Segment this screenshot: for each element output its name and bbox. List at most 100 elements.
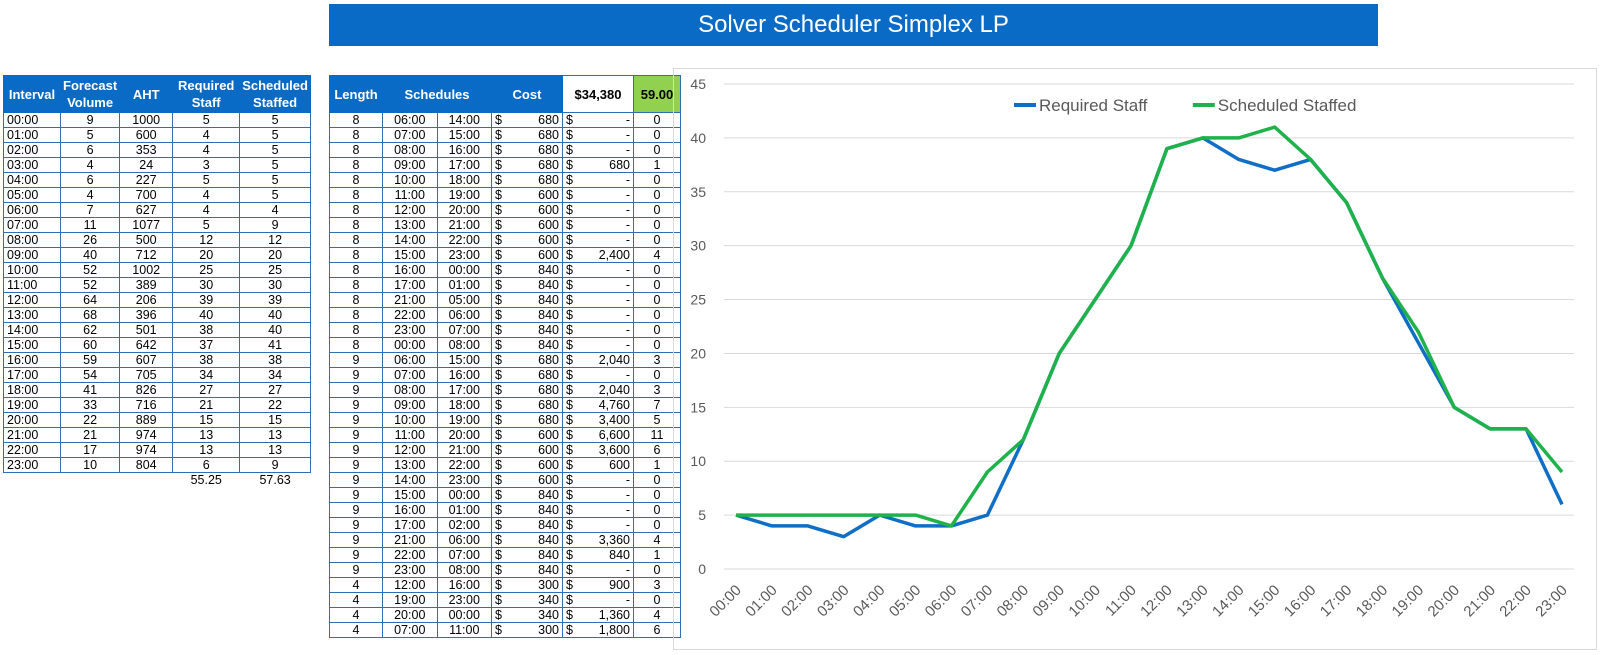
cost-cell: 600 <box>512 472 563 488</box>
x-tick-label: 04:00 <box>850 582 889 621</box>
staff-count-cell: 0 <box>633 202 681 218</box>
scheduled-staffed-cell: 41 <box>239 337 311 353</box>
end-time-cell: 15:00 <box>436 127 492 143</box>
scheduled-staffed-cell: 27 <box>239 382 311 398</box>
end-time-cell: 18:00 <box>436 397 492 413</box>
table-row: 4 07:00 11:00 $300 $1,800 6 <box>329 622 681 638</box>
cost-dollar-sign: $ <box>490 487 513 503</box>
end-time-cell: 16:00 <box>436 142 492 158</box>
required-staff-cell: 38 <box>172 352 241 368</box>
table-row: 22:00 17 974 13 13 <box>3 442 311 458</box>
length-cell: 8 <box>329 112 383 128</box>
cost-cell: 600 <box>512 427 563 443</box>
header-scheduled-staffed: Scheduled Staffed <box>239 75 311 113</box>
interval-cell: 02:00 <box>3 142 61 158</box>
x-tick-label: 02:00 <box>778 582 817 621</box>
cost-dollar-sign: $ <box>490 202 513 218</box>
x-tick-label: 21:00 <box>1460 582 1499 621</box>
cost-cell: 840 <box>512 262 563 278</box>
length-cell: 8 <box>329 142 383 158</box>
cost-cell: 840 <box>512 292 563 308</box>
interval-cell: 08:00 <box>3 232 61 248</box>
start-time-cell: 23:00 <box>382 562 438 578</box>
cost-dollar-sign: $ <box>490 562 513 578</box>
aht-cell: 716 <box>119 397 174 413</box>
aht-cell: 501 <box>119 322 174 338</box>
required-staff-cell: 5 <box>172 172 241 188</box>
table-row: 02:00 6 353 4 5 <box>3 142 311 158</box>
interval-cell: 21:00 <box>3 427 61 443</box>
table-row: 07:00 11 1077 5 9 <box>3 217 311 233</box>
total-cost-cell: - <box>578 472 634 488</box>
table-row: 17:00 54 705 34 34 <box>3 367 311 383</box>
y-tick-label: 25 <box>690 292 706 308</box>
forecast-volume-cell: 10 <box>59 457 121 473</box>
end-time-cell: 08:00 <box>436 337 492 353</box>
cost-cell: 600 <box>512 247 563 263</box>
required-staff-cell: 40 <box>172 307 241 323</box>
table-row: 9 10:00 19:00 $680 $3,400 5 <box>329 412 681 428</box>
length-cell: 8 <box>329 187 383 203</box>
table-row: 9 09:00 18:00 $680 $4,760 7 <box>329 397 681 413</box>
total-dollar-sign: $ <box>561 232 579 248</box>
total-cost-cell: 3,600 <box>578 442 634 458</box>
cost-dollar-sign: $ <box>490 382 513 398</box>
aht-cell: 705 <box>119 367 174 383</box>
required-staff-cell: 30 <box>172 277 241 293</box>
length-cell: 9 <box>329 427 383 443</box>
staff-count-cell: 1 <box>633 547 681 563</box>
x-tick-label: 00:00 <box>706 582 745 621</box>
aht-cell: 1077 <box>119 217 174 233</box>
total-cost-cell: 6,600 <box>578 427 634 443</box>
length-cell: 9 <box>329 367 383 383</box>
cost-cell: 680 <box>512 412 563 428</box>
cost-dollar-sign: $ <box>490 577 513 593</box>
start-time-cell: 22:00 <box>382 547 438 563</box>
end-time-cell: 02:00 <box>436 517 492 533</box>
forecast-volume-cell: 68 <box>59 307 121 323</box>
cost-cell: 840 <box>512 517 563 533</box>
required-staff-cell: 15 <box>172 412 241 428</box>
start-time-cell: 08:00 <box>382 382 438 398</box>
total-dollar-sign: $ <box>561 487 579 503</box>
total-dollar-sign: $ <box>561 412 579 428</box>
scheduled-staffed-cell: 5 <box>239 157 311 173</box>
aht-cell: 804 <box>119 457 174 473</box>
start-time-cell: 11:00 <box>382 187 438 203</box>
cost-cell: 340 <box>512 592 563 608</box>
cost-cell: 840 <box>512 532 563 548</box>
scheduled-staffed-cell: 13 <box>239 442 311 458</box>
x-tick-label: 15:00 <box>1245 582 1284 621</box>
table-row: 9 13:00 22:00 $600 $600 1 <box>329 457 681 473</box>
start-time-cell: 09:00 <box>382 157 438 173</box>
cost-dollar-sign: $ <box>490 247 513 263</box>
interval-cell: 19:00 <box>3 397 61 413</box>
table-row: 8 00:00 08:00 $840 $ -0 <box>329 337 681 353</box>
length-cell: 8 <box>329 247 383 263</box>
start-time-cell: 12:00 <box>382 577 438 593</box>
forecast-volume-cell: 62 <box>59 322 121 338</box>
aht-cell: 712 <box>119 247 174 263</box>
interval-cell: 18:00 <box>3 382 61 398</box>
start-time-cell: 13:00 <box>382 217 438 233</box>
cost-cell: 840 <box>512 277 563 293</box>
header-cost: Cost <box>491 75 563 113</box>
total-dollar-sign: $ <box>561 337 579 353</box>
interval-cell: 16:00 <box>3 352 61 368</box>
cost-cell: 680 <box>512 127 563 143</box>
interval-cell: 04:00 <box>3 172 61 188</box>
interval-cell: 12:00 <box>3 292 61 308</box>
total-dollar-sign: $ <box>561 382 579 398</box>
x-tick-label: 11:00 <box>1102 582 1140 620</box>
cost-cell: 680 <box>512 397 563 413</box>
total-cost-cell: - <box>578 172 634 188</box>
x-tick-label: 14:00 <box>1209 582 1248 621</box>
required-staff-cell: 12 <box>172 232 241 248</box>
totals-row: 55.25 57.63 <box>4 473 311 488</box>
table-row: 23:00 10 804 6 9 <box>3 457 311 473</box>
aht-cell: 826 <box>119 382 174 398</box>
total-dollar-sign: $ <box>561 127 579 143</box>
cost-cell: 600 <box>512 217 563 233</box>
total-dollar-sign: $ <box>561 367 579 383</box>
scheduled-staffed-cell: 5 <box>239 112 311 128</box>
